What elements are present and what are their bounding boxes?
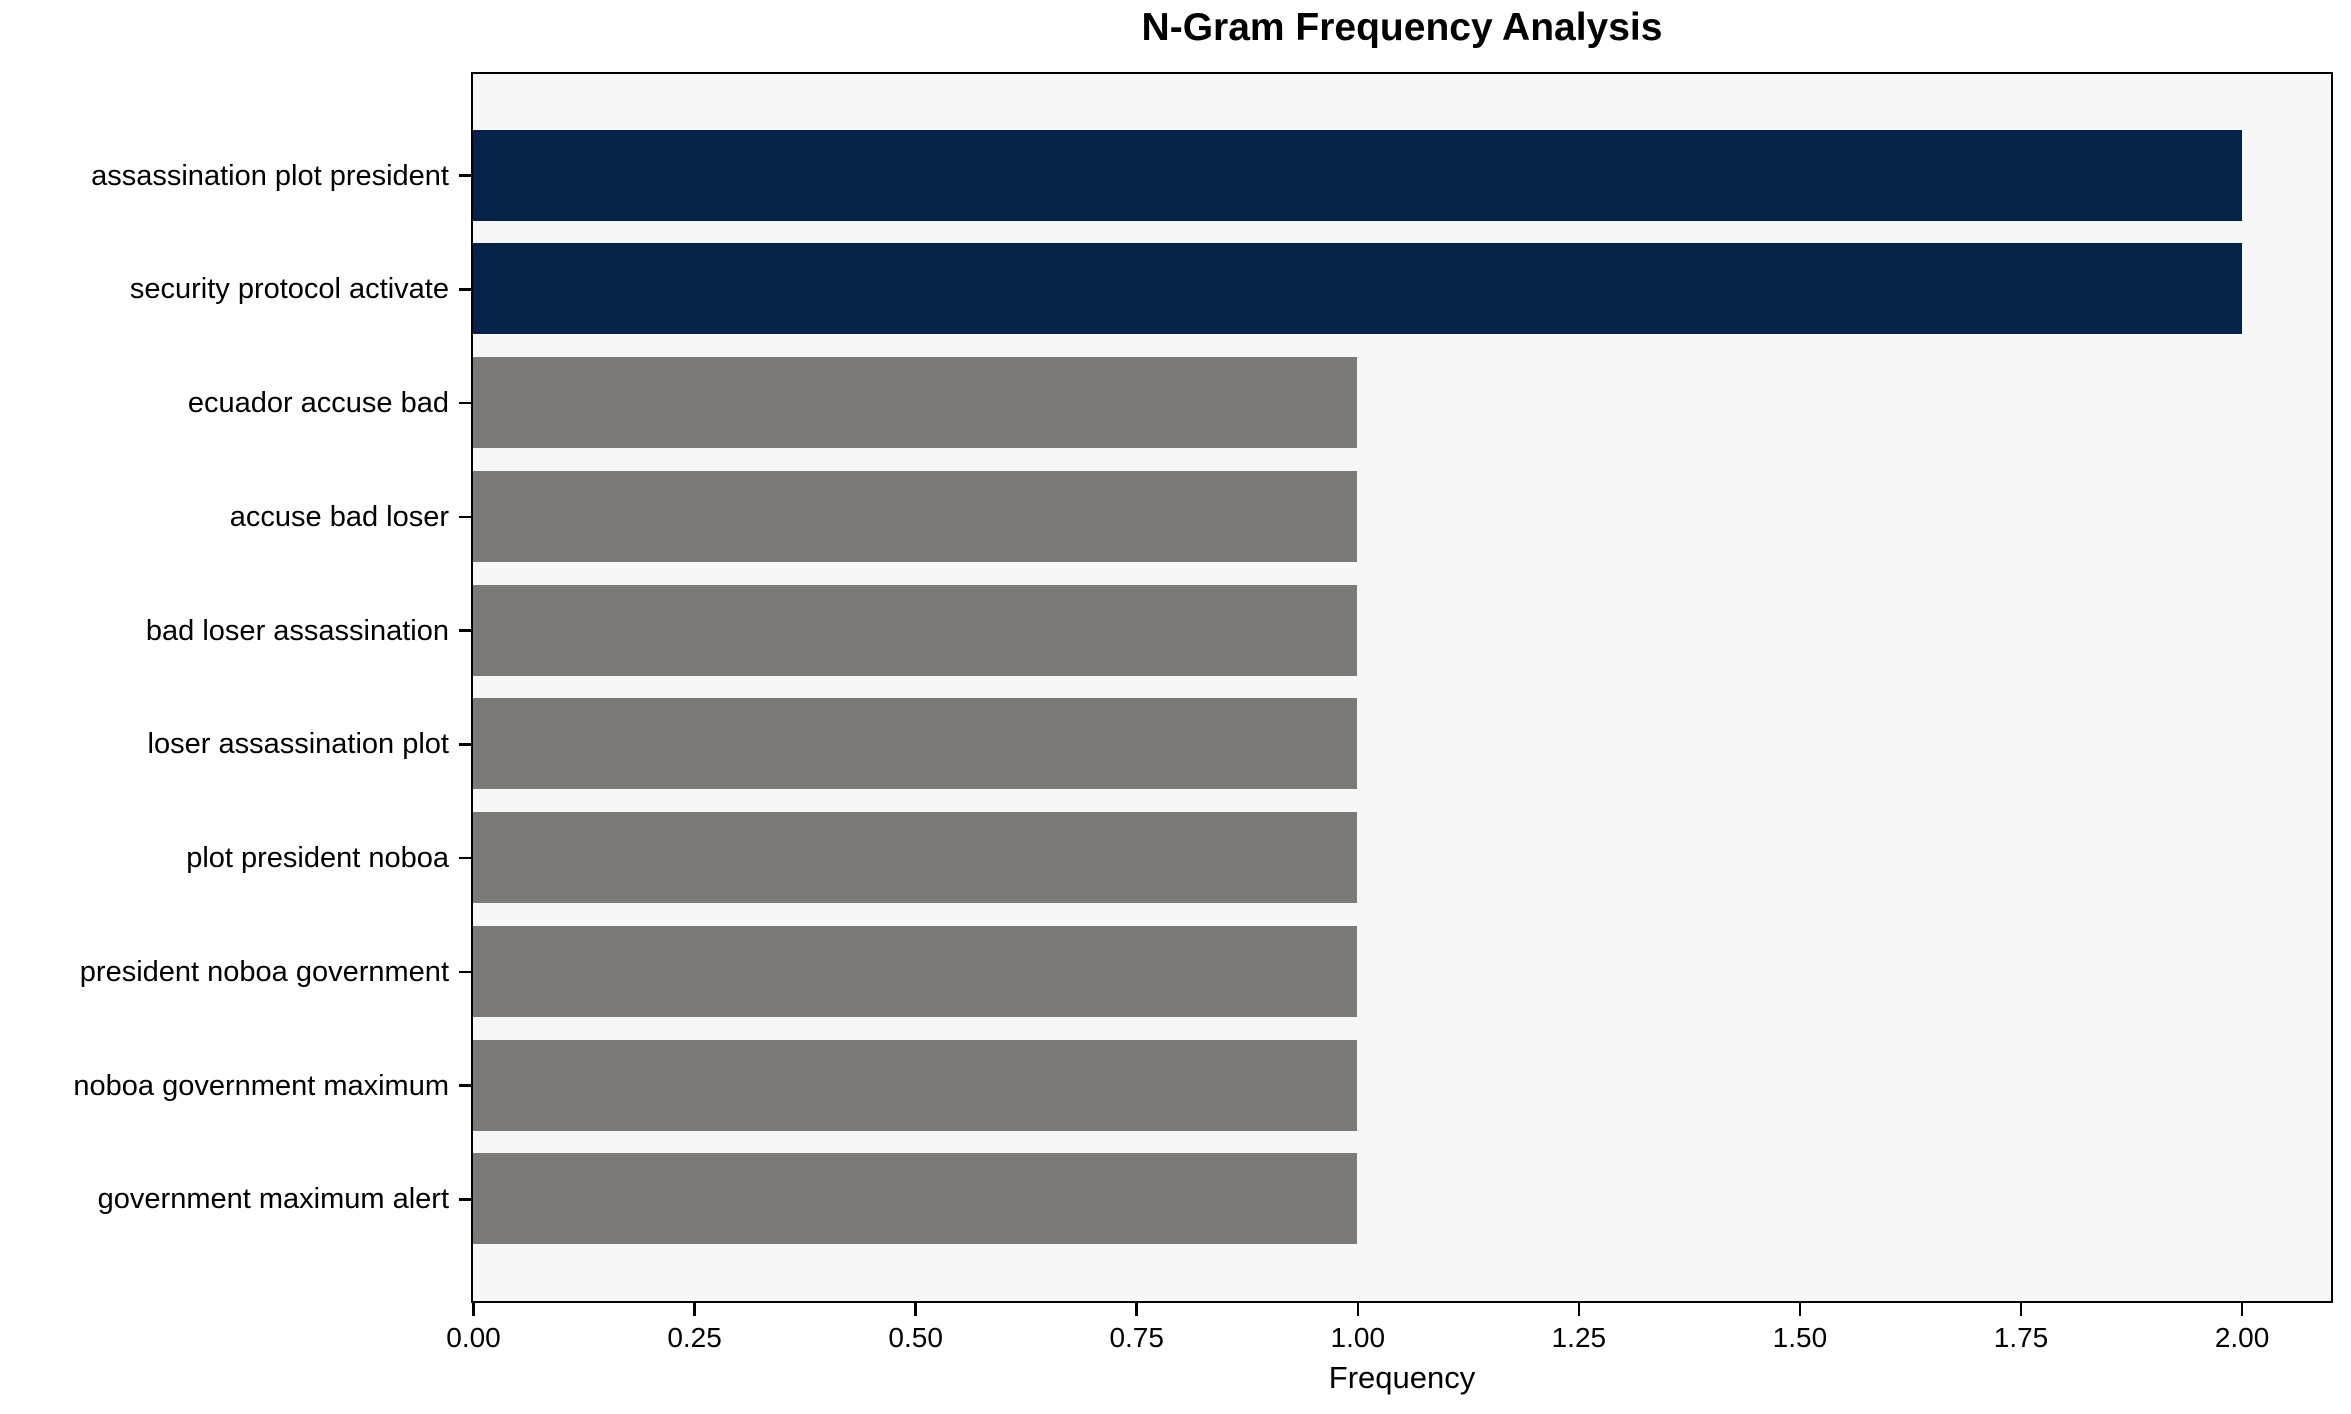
bar-7 (473, 925, 1358, 1017)
x-tick-label: 2.00 (2214, 1322, 2270, 1353)
bar-3 (473, 470, 1358, 562)
y-tick-label: assassination plot president (91, 159, 449, 192)
y-tick-label: ecuador accuse bad (187, 387, 449, 420)
y-tick-label: noboa government maximum (73, 1069, 449, 1102)
y-tick (459, 856, 471, 860)
y-tick-label: plot president noboa (186, 842, 449, 875)
x-tick (2240, 1303, 2244, 1316)
y-tick-label: security protocol activate (129, 273, 449, 306)
x-tick-label: 0.00 (446, 1322, 501, 1353)
y-tick-label: accuse bad loser (229, 500, 449, 533)
bar-1 (473, 243, 2242, 335)
x-tick-label: 1.00 (1330, 1322, 1386, 1353)
bar-2 (473, 357, 1358, 449)
y-tick (459, 288, 471, 291)
bar-0 (473, 129, 2242, 221)
bar-8 (473, 1039, 1358, 1131)
x-tick-label: 1.75 (1993, 1322, 2049, 1353)
x-tick (1577, 1303, 1581, 1316)
y-tick (459, 401, 471, 405)
y-tick (459, 515, 471, 519)
x-tick-label: 0.75 (1109, 1322, 1164, 1353)
x-tick (2019, 1303, 2023, 1316)
x-tick (1135, 1303, 1138, 1316)
x-tick (1356, 1303, 1360, 1316)
x-tick (472, 1303, 475, 1316)
bar-9 (473, 1153, 1358, 1245)
y-tick-label: government maximum alert (97, 1183, 449, 1216)
x-axis-title: Frequency (1328, 1360, 1476, 1395)
bar-5 (473, 698, 1358, 790)
y-tick (459, 1198, 471, 1201)
y-tick (459, 743, 471, 746)
x-tick-label: 1.25 (1551, 1322, 1607, 1353)
x-tick-label: 1.50 (1772, 1322, 1828, 1353)
plot-area (471, 72, 2333, 1303)
bar-4 (473, 584, 1358, 676)
x-tick (1798, 1303, 1802, 1316)
y-tick (459, 629, 471, 632)
x-tick (914, 1303, 917, 1316)
bar-6 (473, 812, 1358, 904)
chart-title: N-Gram Frequency Analysis (1141, 6, 1663, 49)
y-tick-label: loser assassination plot (147, 728, 449, 761)
y-tick (459, 1084, 471, 1087)
x-tick-label: 0.50 (888, 1322, 943, 1353)
y-tick-label: bad loser assassination (145, 614, 449, 647)
y-tick (459, 174, 471, 177)
y-tick (459, 970, 471, 974)
x-tick-label: 0.25 (667, 1322, 722, 1353)
y-tick-label: president noboa government (79, 955, 449, 988)
x-tick (693, 1303, 696, 1316)
